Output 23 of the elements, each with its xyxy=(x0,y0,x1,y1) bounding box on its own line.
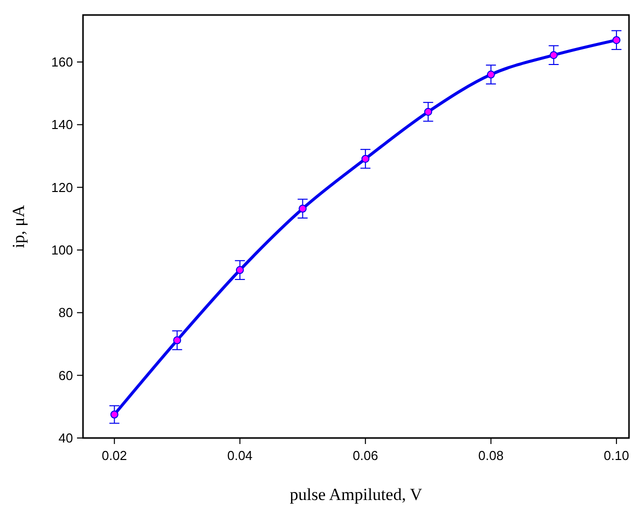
point xyxy=(550,51,558,60)
y-tick-label: 120 xyxy=(51,180,73,195)
point xyxy=(110,410,118,418)
y-axis-title: ip, μA xyxy=(9,204,28,248)
point xyxy=(612,36,620,44)
point xyxy=(486,70,495,79)
point xyxy=(361,154,370,163)
x-tick-label: 0.04 xyxy=(227,448,253,463)
point xyxy=(236,266,244,274)
x-axis-title: pulse Ampiluted, V xyxy=(290,485,423,504)
x-tick-label: 0.06 xyxy=(352,448,378,463)
y-tick-label: 160 xyxy=(51,54,73,70)
point xyxy=(424,108,432,116)
x-tick-label: 0.02 xyxy=(102,448,128,463)
x-tick-label: 0.08 xyxy=(478,448,504,463)
y-tick-label: 100 xyxy=(51,242,73,258)
y-tick-label: 40 xyxy=(58,430,73,446)
y-tick-label: 80 xyxy=(58,305,73,320)
point xyxy=(298,204,307,213)
x-tick-label: 0.10 xyxy=(604,448,630,463)
point xyxy=(173,336,182,344)
y-tick-label: 140 xyxy=(51,117,73,132)
y-tick-label: 60 xyxy=(58,368,73,383)
